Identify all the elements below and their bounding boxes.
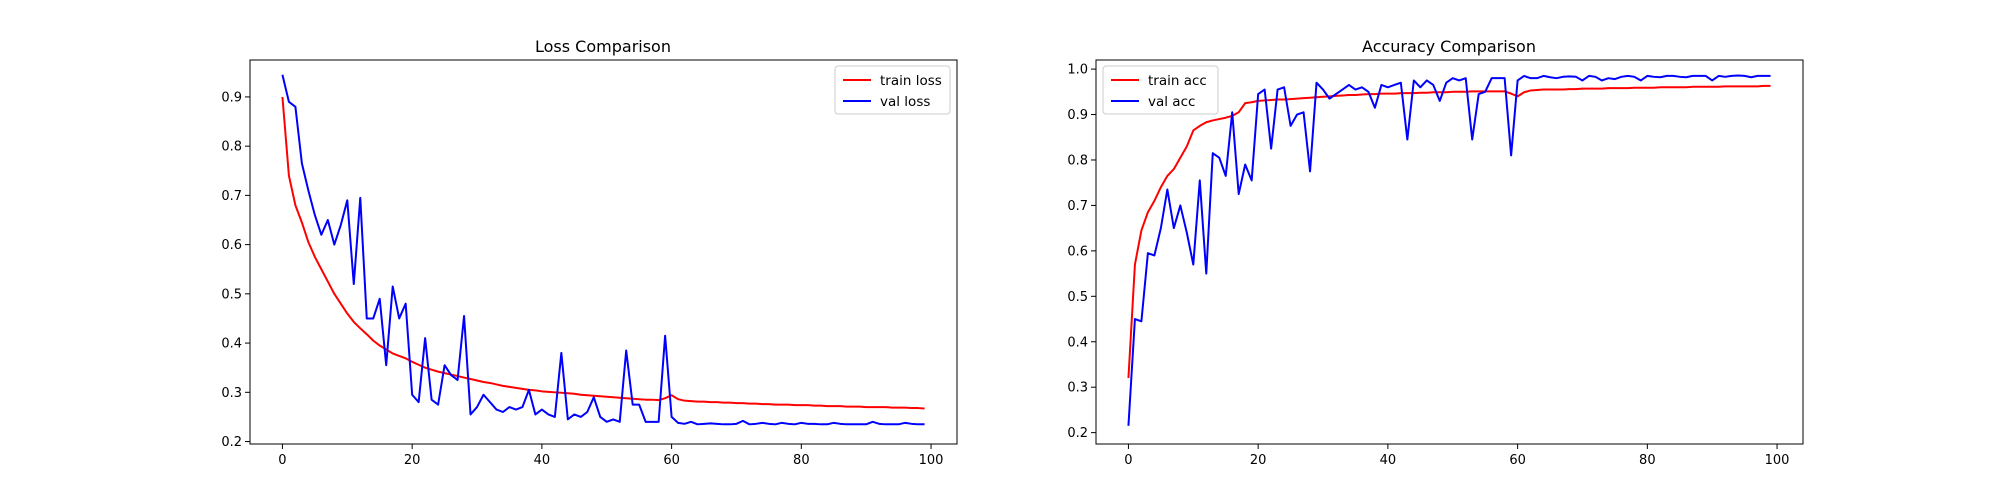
series-line-val-loss	[281, 74, 925, 426]
y-tick-label: 0.2	[221, 435, 242, 450]
y-tick-label: 0.8	[1067, 153, 1088, 168]
y-tick-label: 1.0	[1067, 63, 1088, 78]
y-tick-label: 0.4	[221, 337, 242, 352]
accuracy-chart: Accuracy Comparison 0 20 40 60 80 100 0.2 0.3 0.…	[1067, 37, 1804, 468]
x-tick-label: 60	[663, 453, 680, 468]
accuracy-axes-frame	[1095, 59, 1804, 445]
x-tick-label: 20	[404, 453, 421, 468]
y-tick-label: 0.9	[221, 90, 242, 105]
x-tick-label: 20	[1250, 453, 1267, 468]
y-tick-label: 0.3	[1067, 381, 1088, 396]
loss-chart: Loss Comparison 0 20 40 60 80 100 0.2 0.3 0.4 0.5…	[221, 37, 958, 468]
accuracy-chart-title: Accuracy Comparison	[1362, 37, 1536, 56]
legend-label: val loss	[880, 94, 930, 110]
legend-label: val acc	[1148, 94, 1195, 110]
x-tick-label: 100	[1765, 453, 1790, 468]
y-tick-label: 0.3	[221, 386, 242, 401]
loss-chart-title: Loss Comparison	[535, 37, 671, 56]
x-tick-label: 80	[793, 453, 810, 468]
legend-label: train loss	[880, 73, 942, 89]
x-tick-label: 100	[919, 453, 944, 468]
x-tick-label: 0	[278, 453, 286, 468]
y-tick-label: 0.7	[221, 189, 242, 204]
accuracy-legend: train acc val acc	[1102, 65, 1219, 115]
legend-label: train acc	[1148, 73, 1207, 89]
x-tick-label: 40	[534, 453, 551, 468]
loss-axes-frame	[249, 59, 958, 445]
x-tick-label: 80	[1639, 453, 1656, 468]
y-tick-label: 0.7	[1067, 199, 1088, 214]
x-tick-label: 0	[1124, 453, 1132, 468]
series-line-train-loss	[281, 96, 925, 410]
x-tick-label: 40	[1380, 453, 1397, 468]
series-line-val-acc	[1127, 74, 1771, 426]
y-tick-label: 0.6	[221, 238, 242, 253]
series-line-train-acc	[1127, 84, 1771, 379]
y-tick-label: 0.4	[1067, 335, 1088, 350]
y-tick-label: 0.2	[1067, 426, 1088, 441]
y-tick-label: 0.6	[1067, 244, 1088, 259]
y-tick-label: 0.5	[221, 287, 242, 302]
y-tick-label: 0.8	[221, 140, 242, 155]
loss-legend: train loss val loss	[834, 65, 951, 115]
y-tick-label: 0.9	[1067, 108, 1088, 123]
y-tick-label: 0.5	[1067, 290, 1088, 305]
x-tick-label: 60	[1509, 453, 1526, 468]
